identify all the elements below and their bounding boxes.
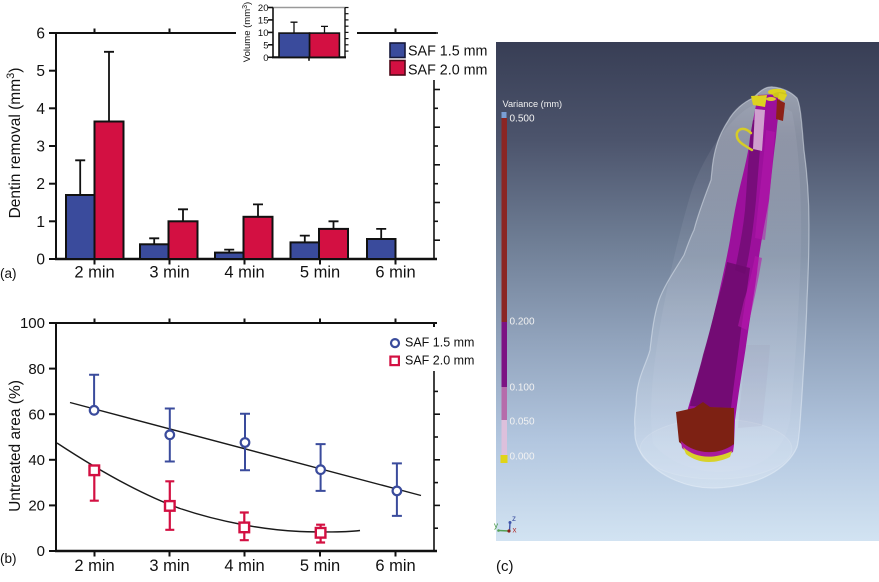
svg-text:y: y bbox=[494, 521, 498, 530]
svg-text:60: 60 bbox=[28, 406, 45, 423]
svg-text:100: 100 bbox=[20, 315, 45, 332]
svg-text:3: 3 bbox=[36, 139, 45, 156]
svg-text:SAF 2.0 mm: SAF 2.0 mm bbox=[408, 63, 487, 79]
svg-text:2: 2 bbox=[36, 176, 45, 193]
svg-text:0.200: 0.200 bbox=[510, 317, 535, 328]
svg-text:z: z bbox=[512, 514, 516, 523]
svg-text:0: 0 bbox=[37, 543, 45, 560]
svg-text:0.050: 0.050 bbox=[510, 417, 535, 428]
svg-text:(a): (a) bbox=[0, 266, 17, 281]
svg-text:Volume (mm3): Volume (mm3) bbox=[242, 2, 254, 62]
svg-text:0.500: 0.500 bbox=[510, 114, 535, 125]
svg-text:40: 40 bbox=[28, 452, 45, 469]
svg-text:4 min: 4 min bbox=[224, 557, 264, 575]
svg-text:Dentin removal (mm3): Dentin removal (mm3) bbox=[5, 68, 24, 219]
svg-text:1: 1 bbox=[36, 214, 45, 231]
svg-text:Variance (mm): Variance (mm) bbox=[503, 99, 563, 109]
svg-text:4: 4 bbox=[36, 101, 45, 118]
svg-text:2 min: 2 min bbox=[74, 557, 114, 575]
svg-text:0.000: 0.000 bbox=[510, 452, 535, 463]
svg-text:(c): (c) bbox=[496, 558, 514, 575]
svg-text:5: 5 bbox=[263, 40, 268, 51]
svg-text:6 min: 6 min bbox=[375, 557, 415, 575]
svg-text:2 min: 2 min bbox=[74, 264, 114, 282]
svg-text:6 min: 6 min bbox=[375, 264, 415, 282]
svg-text:x: x bbox=[513, 526, 517, 535]
svg-text:0: 0 bbox=[263, 53, 268, 64]
svg-text:6: 6 bbox=[36, 26, 45, 43]
svg-text:15: 15 bbox=[258, 15, 269, 26]
svg-text:0: 0 bbox=[36, 252, 45, 269]
svg-text:20: 20 bbox=[28, 498, 45, 515]
svg-text:4 min: 4 min bbox=[224, 264, 264, 282]
svg-text:0.100: 0.100 bbox=[510, 383, 535, 394]
svg-text:SAF 2.0 mm: SAF 2.0 mm bbox=[405, 353, 474, 367]
svg-text:20: 20 bbox=[258, 3, 269, 14]
svg-text:SAF 1.5 mm: SAF 1.5 mm bbox=[408, 44, 487, 60]
svg-text:5: 5 bbox=[36, 63, 45, 80]
svg-text:(b): (b) bbox=[0, 551, 17, 566]
svg-text:Untreated area (%): Untreated area (%) bbox=[7, 380, 24, 512]
svg-text:5 min: 5 min bbox=[300, 264, 340, 282]
svg-text:80: 80 bbox=[28, 361, 45, 378]
svg-text:SAF 1.5 mm: SAF 1.5 mm bbox=[405, 336, 474, 350]
svg-text:5 min: 5 min bbox=[300, 557, 340, 575]
svg-text:3 min: 3 min bbox=[149, 264, 189, 282]
svg-text:10: 10 bbox=[258, 28, 269, 39]
svg-text:3 min: 3 min bbox=[149, 557, 189, 575]
